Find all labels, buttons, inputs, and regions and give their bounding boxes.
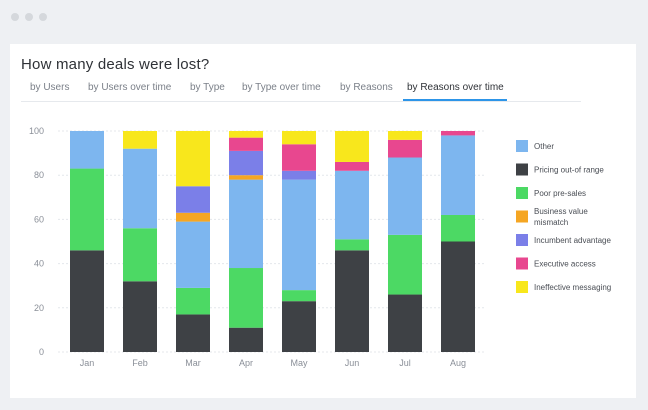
y-tick-label: 100 [29,126,44,136]
bar-segment [176,186,210,213]
bar-segment [441,135,475,215]
bar-segment [388,157,422,235]
x-tick-label: Apr [239,358,253,368]
bar-segment [123,131,157,149]
bar-segment [229,179,263,269]
tab-by-type[interactable]: by Type [190,82,225,93]
x-tick-label: Jan [80,358,95,368]
y-tick-label: 80 [34,170,44,180]
bar-segment [335,161,369,171]
bar-segment [229,268,263,328]
legend-swatch [516,234,528,246]
bar-segment [282,170,316,180]
bar-segment [229,150,263,176]
legend-label: Pricing out-of range [534,166,604,175]
window-titlebar [0,0,648,34]
legend-swatch [516,140,528,152]
legend-label: Poor pre-sales [534,189,586,198]
bar-segment [335,131,369,162]
bar-segment [123,281,157,352]
bar-segment [176,221,210,288]
legend-swatch [516,257,528,270]
bar-segment [282,131,316,145]
bar-segment [388,131,422,140]
bar-segment [282,144,316,171]
legend-label: Other [534,142,554,151]
bar-segment [441,131,475,136]
bar-segment [70,131,104,169]
bar-segment [123,148,157,229]
bar-segment [176,131,210,187]
lost-deals-card: How many deals were lost? by Users by Us… [10,44,636,398]
bar-segment [176,314,210,352]
tabs-divider [21,101,581,102]
x-tick-label: Feb [132,358,148,368]
bar-segment [335,239,369,251]
legend-swatch [516,187,528,199]
tab-by-users-over-time[interactable]: by Users over time [88,82,172,93]
active-tab-indicator [403,99,507,101]
bar-segment [335,250,369,352]
bar-segment [335,170,369,240]
bar-segment [229,131,263,138]
legend-swatch [516,163,528,176]
bar-segment [282,301,316,352]
bar-segment [70,250,104,352]
bar-segment [229,175,263,180]
x-tick-label: May [290,358,308,368]
bar-segment [282,179,316,291]
x-tick-label: Mar [185,358,201,368]
tab-by-reasons[interactable]: by Reasons [340,82,393,93]
bar-segment [70,168,104,251]
legend-label: Executive access [534,260,596,269]
legend-label: Business value mismatch [534,207,588,227]
y-tick-label: 40 [34,259,44,269]
bar-segment [176,287,210,315]
bar-segment [229,327,263,352]
legend-swatch [516,281,528,293]
y-tick-label: 0 [39,347,44,357]
bar-segment [388,139,422,158]
legend-label: Ineffective messaging [534,283,611,292]
legend-swatch [516,210,528,223]
bar-segment [229,137,263,151]
bar-segment [441,214,475,242]
bar-segment [441,241,475,352]
report-tabs: by Users by Users over time by Type by T… [10,80,636,102]
window-close-dot[interactable] [11,13,19,21]
legend-label: Incumbent advantage [534,236,611,245]
bar-segment [282,290,316,302]
x-tick-label: Jun [345,358,360,368]
tab-by-reasons-over-time[interactable]: by Reasons over time [407,82,504,93]
y-tick-label: 20 [34,303,44,313]
y-tick-label: 60 [34,214,44,224]
window-minimize-dot[interactable] [25,13,33,21]
x-tick-label: Jul [399,358,411,368]
x-tick-label: Aug [450,358,466,368]
window-maximize-dot[interactable] [39,13,47,21]
tab-by-type-over-time[interactable]: by Type over time [242,82,321,93]
bar-segment [176,212,210,222]
page-title: How many deals were lost? [21,56,210,73]
bar-segment [123,228,157,282]
bar-segment [388,294,422,352]
bar-segment [388,234,422,295]
tab-by-users[interactable]: by Users [30,82,70,93]
